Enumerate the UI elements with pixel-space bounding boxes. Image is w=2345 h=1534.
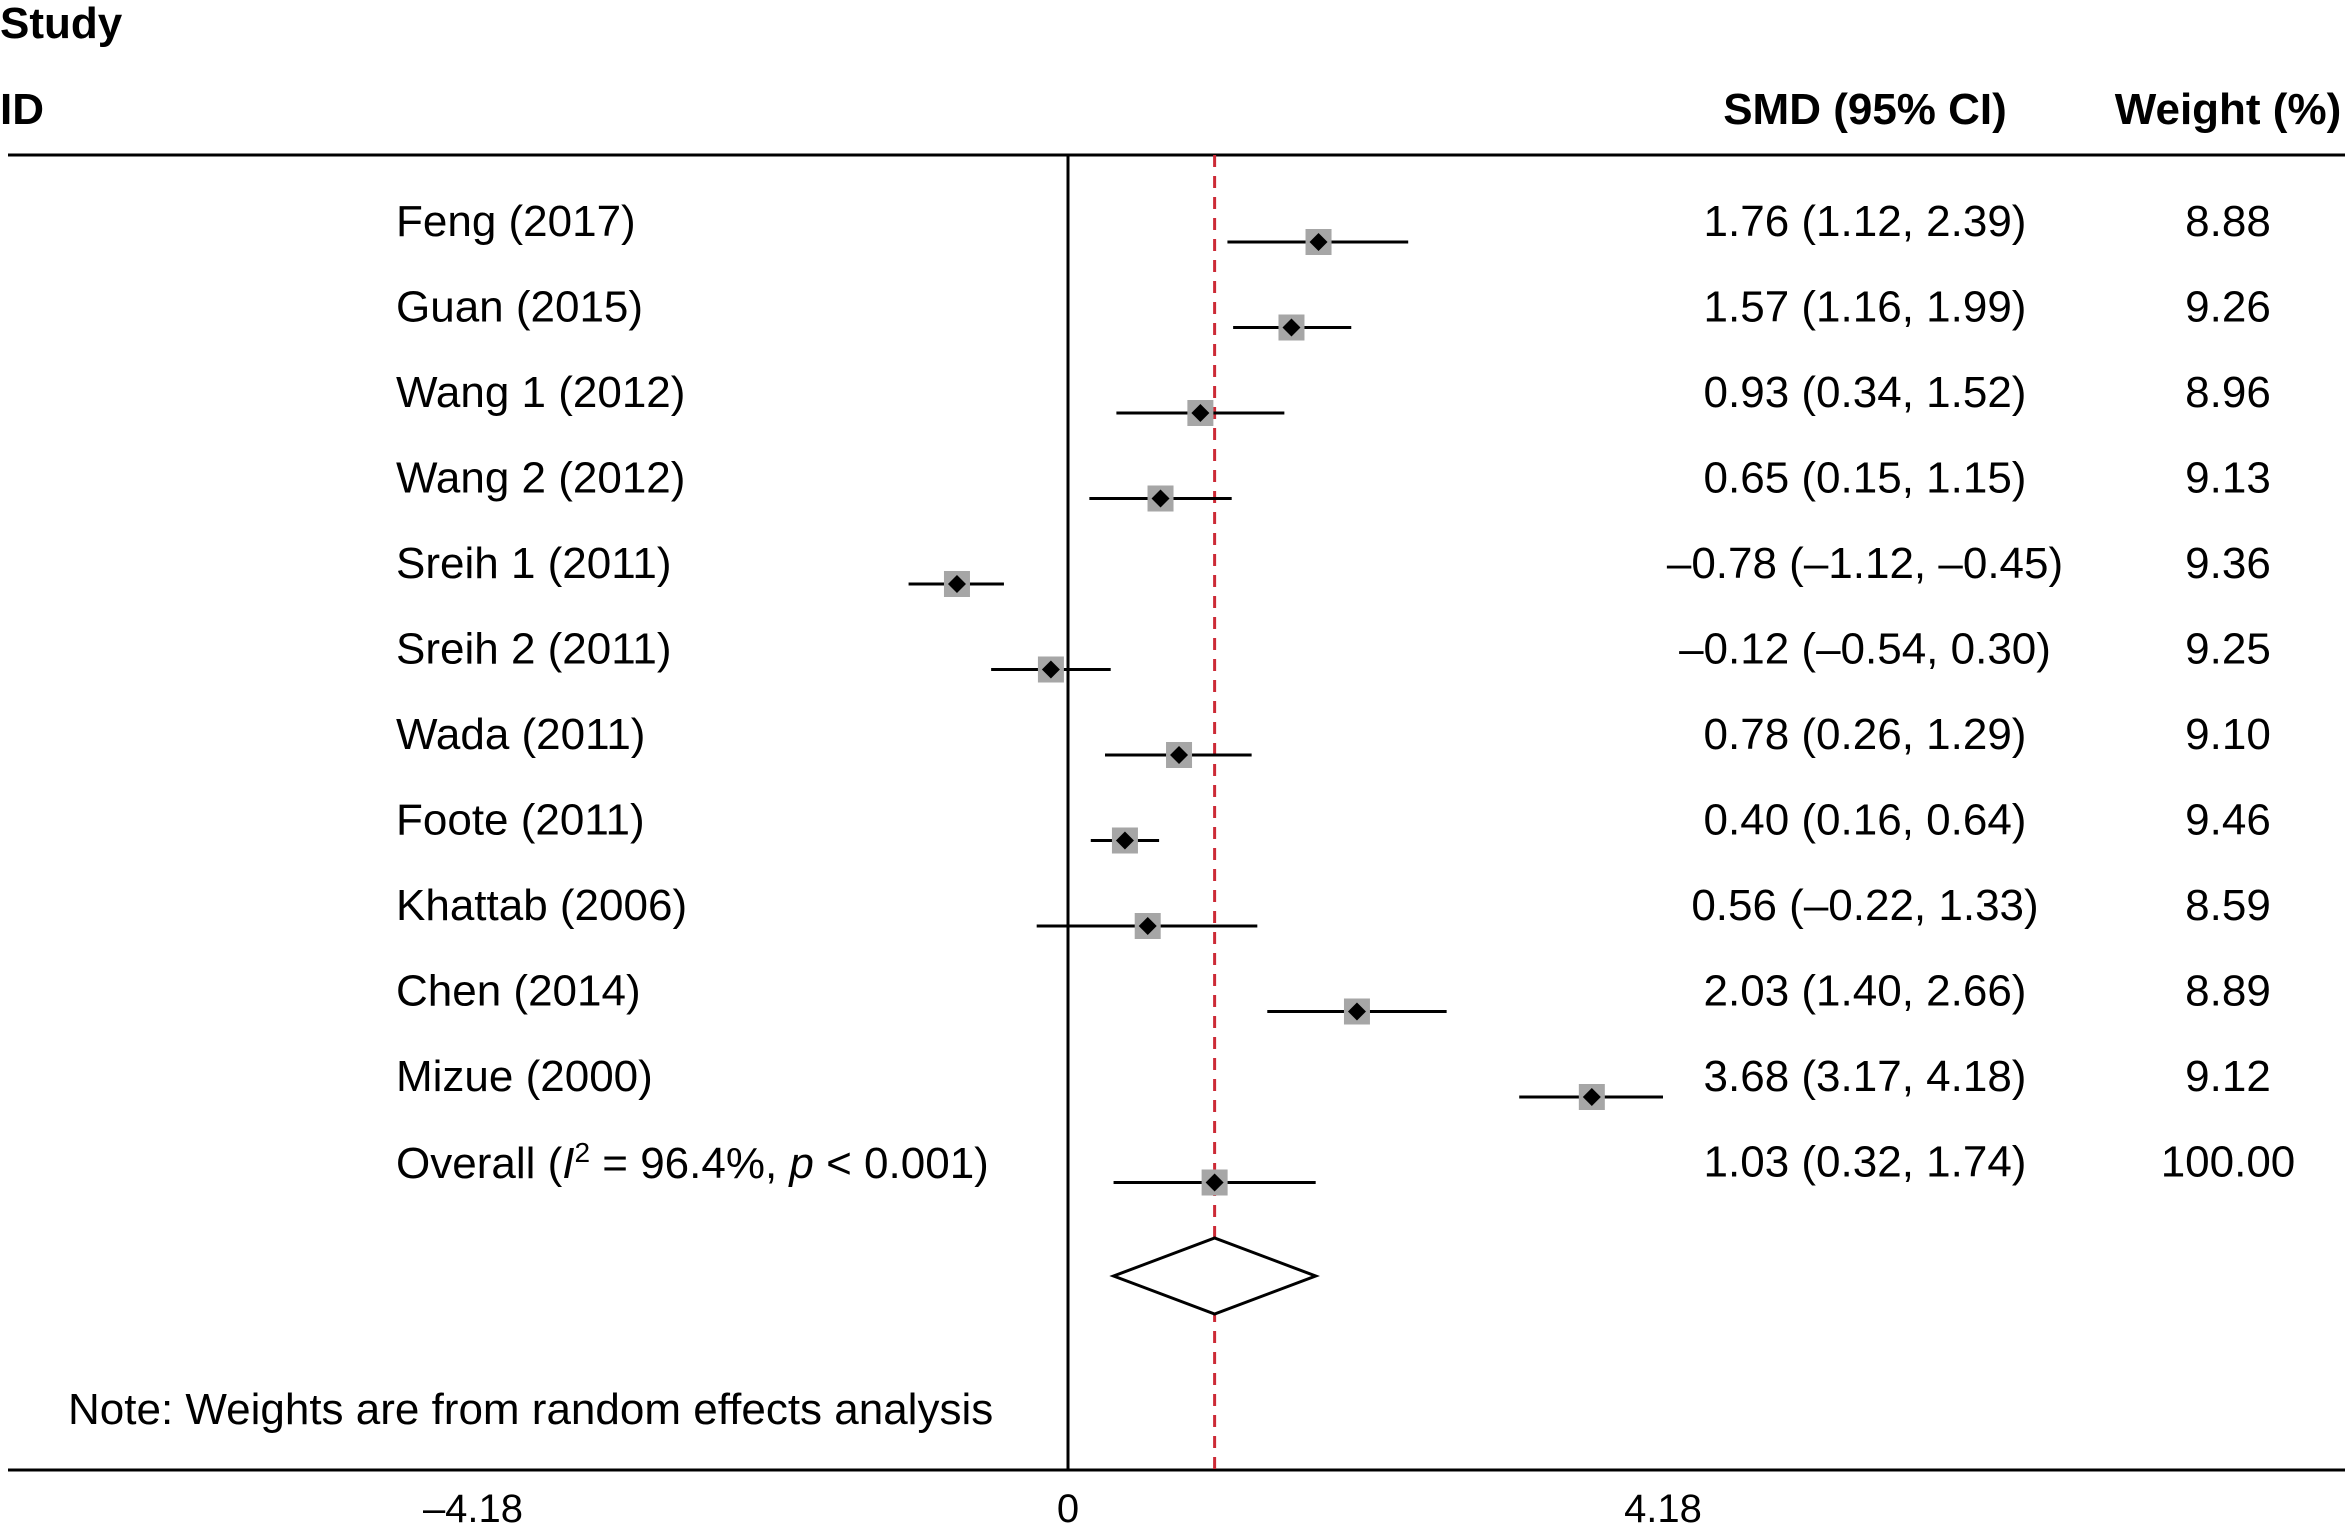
study-label: Wang 2 (2012) [396, 454, 685, 503]
study-label: Chen (2014) [396, 967, 641, 1016]
study-point-estimate [947, 575, 966, 593]
study-point-estimate [1191, 404, 1210, 422]
study-weight-label: 8.96 [2185, 368, 2271, 417]
study-point-estimate [1041, 660, 1060, 679]
study-label: Khattab (2006) [396, 881, 687, 930]
study-weight-label: 8.88 [2185, 197, 2271, 246]
study-ci-label: 0.93 (0.34, 1.52) [1704, 368, 2027, 417]
study-label: Sreih 1 (2011) [396, 539, 672, 588]
study-ci-label: –0.78 (–1.12, –0.45) [1667, 539, 2063, 588]
x-tick-label: 0 [1057, 1487, 1079, 1531]
study-label: Guan (2015) [396, 283, 643, 332]
pooled-estimate-diamond [1109, 1236, 1320, 1316]
study-weight-label: 9.26 [2185, 283, 2271, 332]
study-weight-label: 8.89 [2185, 967, 2271, 1016]
header-id: ID [0, 85, 44, 134]
x-tick-label: –4.18 [423, 1487, 523, 1531]
study-point-estimate [1582, 1088, 1601, 1106]
study-label: Wada (2011) [396, 710, 645, 759]
study-point-estimate [1309, 233, 1328, 251]
overall-weight-label: 100.00 [2161, 1138, 2296, 1187]
study-ci-label: 0.78 (0.26, 1.29) [1704, 710, 2027, 759]
study-ci-label: 1.57 (1.16, 1.99) [1704, 283, 2027, 332]
study-ci-label: 0.56 (–0.22, 1.33) [1691, 881, 2038, 930]
study-point-estimate [1347, 1002, 1366, 1021]
study-label: Foote (2011) [396, 796, 645, 845]
overall-point-estimate [1205, 1173, 1224, 1192]
study-label: Feng (2017) [396, 197, 636, 246]
study-point-estimate [1170, 746, 1189, 764]
study-weight-label: 8.59 [2185, 881, 2271, 930]
study-ci-label: –0.12 (–0.54, 0.30) [1679, 625, 2051, 674]
study-label: Sreih 2 (2011) [396, 625, 672, 674]
header-study: Study [0, 0, 123, 48]
study-ci-label: 1.76 (1.12, 2.39) [1704, 197, 2027, 246]
overall-ci-label: 1.03 (0.32, 1.74) [1704, 1138, 2027, 1187]
x-tick-label: 4.18 [1624, 1487, 1702, 1531]
study-label: Mizue (2000) [396, 1052, 653, 1101]
study-point-estimate [1138, 917, 1157, 935]
study-ci-label: 0.65 (0.15, 1.15) [1704, 454, 2027, 503]
study-weight-label: 9.36 [2185, 539, 2271, 588]
overall-label: Overall (I2 = 96.4%, p < 0.001) [396, 1137, 989, 1188]
study-ci-label: 3.68 (3.17, 4.18) [1704, 1052, 2027, 1101]
study-ci-label: 2.03 (1.40, 2.66) [1704, 967, 2027, 1016]
study-ci-label: 0.40 (0.16, 0.64) [1704, 796, 2027, 845]
study-label: Wang 1 (2012) [396, 368, 685, 417]
study-weight-label: 9.12 [2185, 1052, 2271, 1101]
study-weight-label: 9.10 [2185, 710, 2271, 759]
study-point-estimate [1282, 318, 1301, 337]
study-weight-label: 9.13 [2185, 454, 2271, 503]
header-smd: SMD (95% CI) [1723, 85, 2007, 134]
study-point-estimate [1151, 489, 1170, 508]
study-point-estimate [1115, 831, 1134, 850]
header-weight: Weight (%) [2115, 85, 2342, 134]
study-weight-label: 9.25 [2185, 625, 2271, 674]
study-weight-label: 9.46 [2185, 796, 2271, 845]
weights-note: Note: Weights are from random effects an… [68, 1385, 993, 1434]
